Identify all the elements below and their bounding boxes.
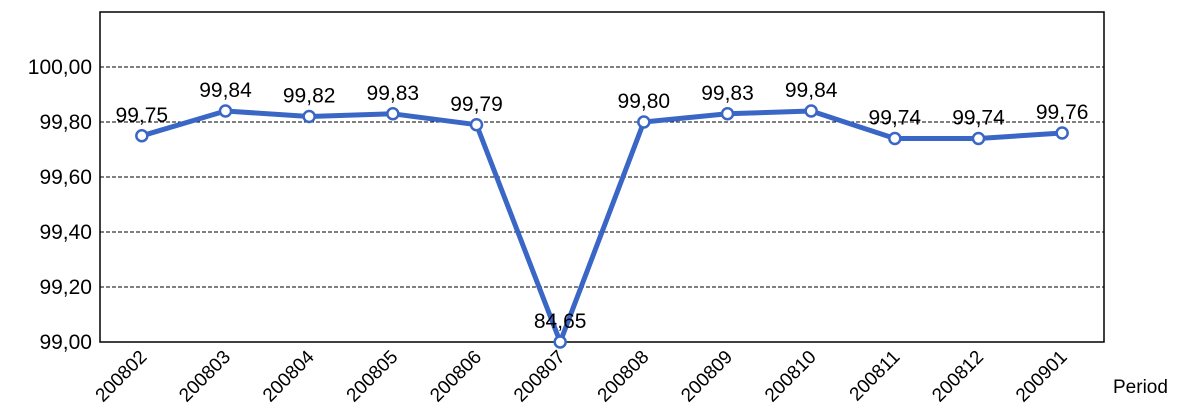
data-label: 99,84 [199,79,252,102]
x-tick-label: 200802 [92,347,152,407]
series-line [141,108,1063,345]
data-point [553,335,567,349]
data-point [135,129,149,143]
x-tick-label: 200809 [677,347,737,407]
data-label: 84,65 [534,310,587,333]
data-point [971,131,986,146]
data-label: 99,82 [283,85,336,108]
data-point [218,104,233,118]
data-labels: 99,75 99,84 99,82 99,83 99,79 84,65 99,80 99,83… [116,79,1089,333]
data-label: 99,74 [952,107,1005,130]
data-point [386,107,400,121]
data-label: 99,76 [1036,101,1089,124]
x-tick-label: 200803 [175,347,235,407]
data-label: 99,80 [618,90,671,113]
data-point [302,109,316,124]
x-axis-title: Period [1113,377,1168,398]
y-tick-label: 99,60 [39,166,92,189]
y-tick-label: 99,40 [39,221,92,244]
x-tick-label: 200807 [510,347,570,407]
data-label: 99,75 [116,104,169,127]
data-label: 99,83 [701,82,754,105]
y-tick-label: 99,20 [39,276,92,299]
x-tick-label: 200901 [1012,347,1072,407]
y-tick-label: 99,00 [39,331,92,354]
x-tick-label: 200806 [426,347,486,407]
data-point [888,131,902,146]
data-point [1055,126,1069,140]
data-point [720,107,735,121]
data-label: 99,83 [367,82,420,105]
x-tick-label: 200811 [846,347,905,406]
x-tick-label: 200804 [259,346,319,406]
x-axis-ticks: 200802 200803 200804 200805 200806 200807 2008… [92,346,1072,406]
series-group [135,104,1069,349]
data-label: 99,74 [869,107,922,130]
data-point [469,118,484,132]
data-point [804,104,818,118]
data-label: 99,79 [450,93,503,116]
y-tick-label: 99,80 [39,111,92,134]
y-tick-label: 100,00 [28,56,92,79]
x-tick-label: 200805 [343,347,403,407]
x-tick-label: 200812 [928,347,988,407]
y-axis-ticks: 99,00 99,20 99,40 99,60 99,80 100,00 [28,56,92,354]
data-label: 99,84 [785,79,838,102]
x-tick-label: 200810 [761,347,821,407]
data-point [637,115,651,129]
x-tick-label: 200808 [594,347,654,407]
